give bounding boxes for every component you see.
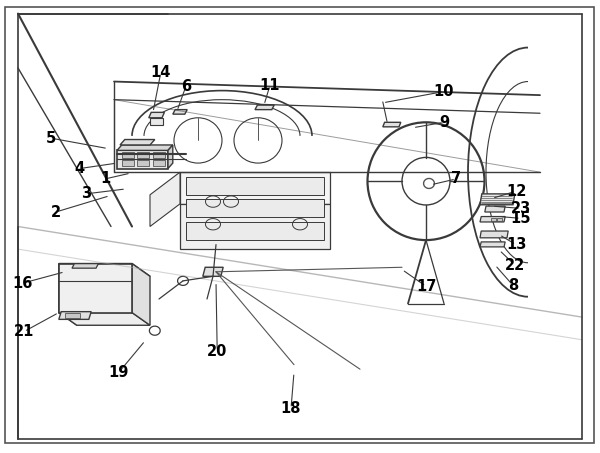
Bar bbox=[186, 222, 324, 240]
Polygon shape bbox=[132, 264, 150, 325]
Polygon shape bbox=[180, 204, 330, 249]
Text: 23: 23 bbox=[511, 201, 531, 216]
Bar bbox=[65, 313, 80, 318]
Bar bbox=[137, 160, 149, 166]
Bar bbox=[122, 160, 134, 166]
Text: 17: 17 bbox=[416, 279, 436, 294]
Polygon shape bbox=[255, 105, 274, 110]
Polygon shape bbox=[149, 112, 164, 118]
Text: 11: 11 bbox=[260, 77, 280, 93]
Text: 15: 15 bbox=[511, 211, 531, 226]
Text: 20: 20 bbox=[207, 343, 227, 359]
Polygon shape bbox=[120, 140, 155, 145]
Text: 19: 19 bbox=[109, 365, 129, 380]
Text: 21: 21 bbox=[14, 324, 34, 339]
Polygon shape bbox=[173, 110, 187, 114]
Polygon shape bbox=[72, 264, 98, 268]
Text: 16: 16 bbox=[13, 275, 33, 291]
Bar bbox=[137, 152, 149, 158]
Polygon shape bbox=[59, 264, 150, 276]
Text: 1: 1 bbox=[100, 171, 110, 187]
Text: 2: 2 bbox=[51, 204, 61, 220]
Polygon shape bbox=[480, 231, 508, 238]
Bar bbox=[153, 160, 165, 166]
Text: 4: 4 bbox=[75, 161, 85, 176]
Text: 8: 8 bbox=[508, 278, 518, 293]
Polygon shape bbox=[150, 172, 180, 226]
Polygon shape bbox=[59, 264, 77, 325]
Text: 6: 6 bbox=[181, 78, 191, 94]
Polygon shape bbox=[168, 145, 173, 169]
Text: 10: 10 bbox=[434, 84, 454, 99]
Polygon shape bbox=[480, 194, 515, 205]
Polygon shape bbox=[480, 242, 505, 247]
Polygon shape bbox=[59, 312, 91, 319]
Polygon shape bbox=[59, 313, 150, 325]
Text: 5: 5 bbox=[46, 130, 56, 146]
Polygon shape bbox=[59, 264, 132, 313]
Bar bbox=[186, 199, 324, 217]
Bar bbox=[186, 177, 324, 195]
Text: 14: 14 bbox=[151, 65, 171, 80]
Polygon shape bbox=[383, 122, 401, 127]
Polygon shape bbox=[485, 206, 505, 212]
Bar bbox=[497, 218, 502, 221]
Text: 9: 9 bbox=[439, 115, 449, 130]
Text: 13: 13 bbox=[506, 237, 526, 252]
Bar bbox=[491, 218, 496, 221]
Polygon shape bbox=[480, 217, 505, 222]
Text: 22: 22 bbox=[505, 257, 525, 273]
Polygon shape bbox=[180, 172, 330, 204]
Bar bbox=[150, 118, 163, 125]
Bar bbox=[153, 152, 165, 158]
Text: 18: 18 bbox=[281, 401, 301, 416]
Text: 3: 3 bbox=[81, 186, 91, 202]
Text: 7: 7 bbox=[451, 171, 461, 187]
Polygon shape bbox=[117, 145, 173, 150]
Text: 12: 12 bbox=[506, 183, 526, 199]
Polygon shape bbox=[203, 267, 223, 276]
Polygon shape bbox=[117, 150, 168, 169]
Bar bbox=[122, 152, 134, 158]
